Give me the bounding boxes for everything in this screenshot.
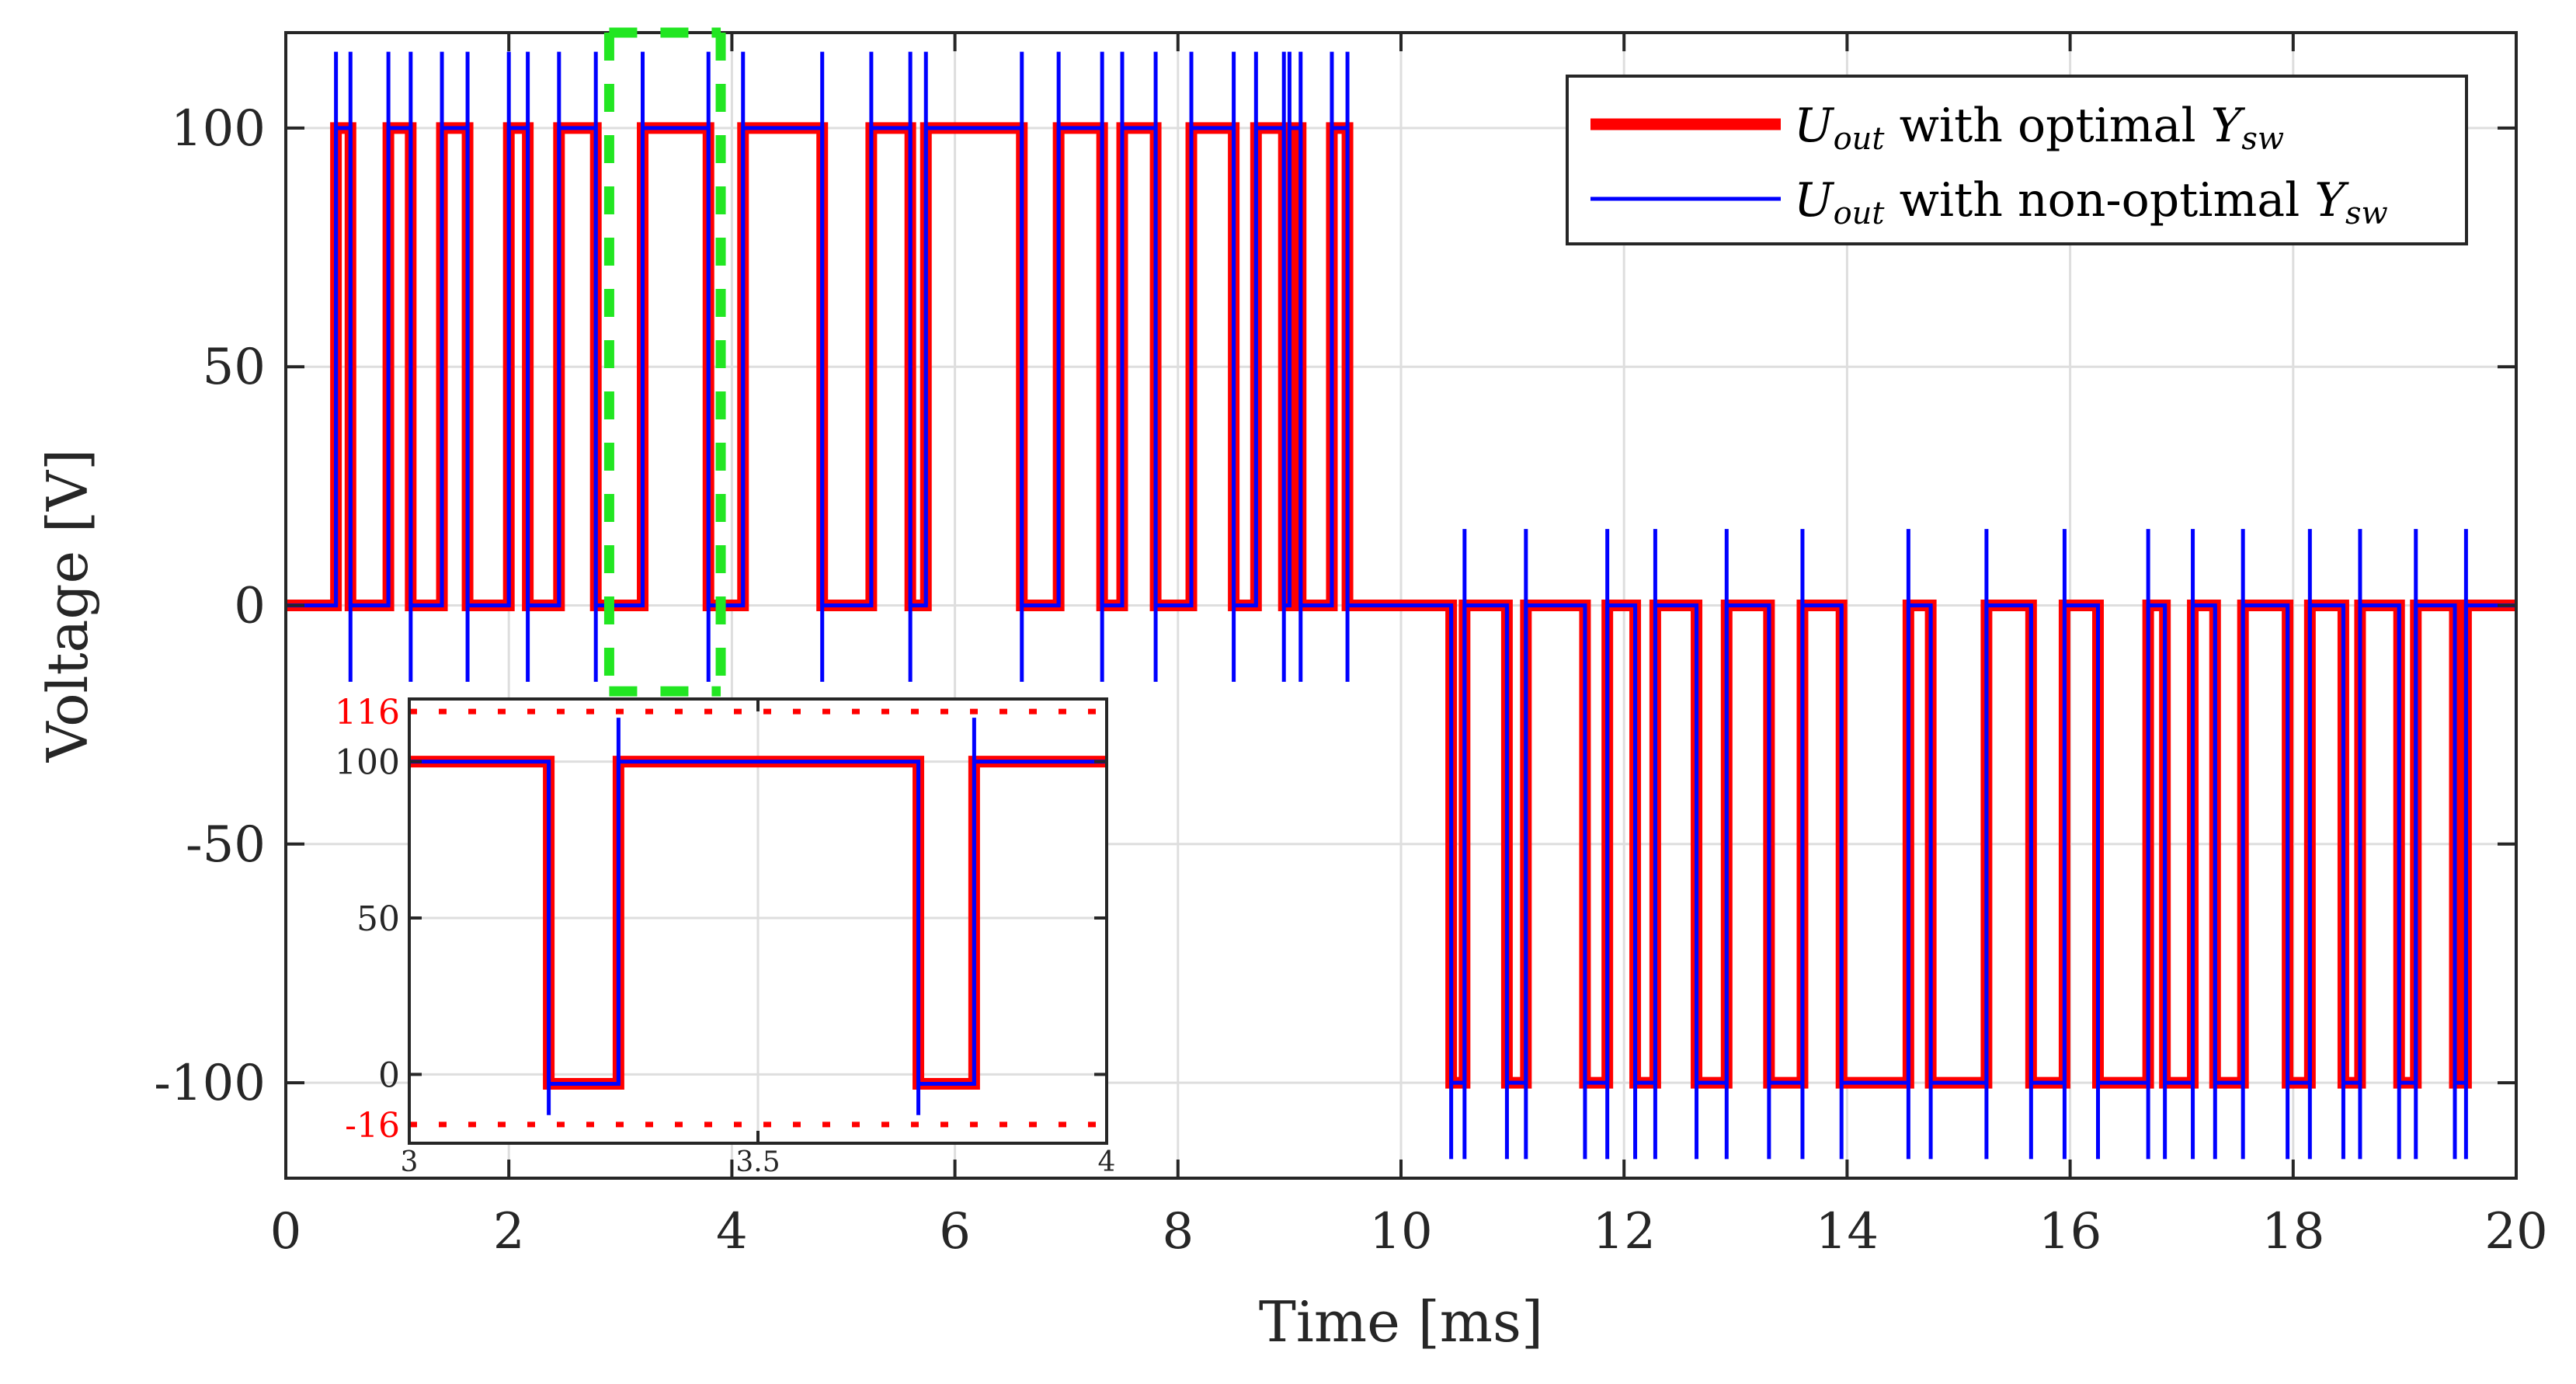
inset-x-tick-label: 4	[1098, 1146, 1116, 1178]
x-tick-label: 20	[2484, 1203, 2547, 1261]
x-tick-label: 18	[2261, 1203, 2324, 1261]
y-axis-label: Voltage [V]	[35, 449, 100, 763]
x-axis-label: Time [ms]	[1259, 1289, 1543, 1354]
legend-box	[1566, 75, 2468, 245]
y-tick-label: 0	[234, 578, 266, 635]
x-tick-label: 12	[1592, 1203, 1655, 1261]
inset-x-tick-label: 3.5	[735, 1146, 780, 1178]
inset-x-tick-label: 3	[401, 1146, 419, 1178]
main-axis-ticks: 0 2 4 6 8 10 12 14 16 18 20 -100 -50 0 50 100	[154, 33, 2548, 1261]
inset-chart: 116 -163 3.5 4 0 50 100	[335, 693, 1115, 1178]
inset-y-tick-label: 50	[356, 899, 400, 939]
y-tick-label: 50	[203, 339, 266, 396]
legend-label: Uout with optimal Ysw	[1794, 99, 2284, 157]
x-tick-label: 10	[1369, 1203, 1432, 1261]
x-tick-label: 8	[1162, 1203, 1194, 1261]
inset-y-tick-label: 100	[335, 743, 400, 783]
inset-ref-label: 116	[335, 693, 400, 732]
y-tick-label: -100	[154, 1055, 266, 1112]
legend-label: Uout with non-optimal Ysw	[1794, 173, 2388, 231]
x-tick-label: 14	[1816, 1203, 1879, 1261]
y-tick-label: 100	[171, 100, 266, 158]
x-tick-label: 2	[493, 1203, 525, 1261]
main-plot-lines	[286, 51, 2516, 1160]
legend: Uout with optimal Ysw Uout with non-optim…	[1566, 75, 2468, 245]
x-tick-label: 16	[2039, 1203, 2101, 1261]
y-tick-label: -50	[186, 816, 266, 874]
zoom-region-box	[603, 27, 726, 697]
x-tick-label: 4	[716, 1203, 748, 1261]
inset-y-tick-label: 0	[378, 1055, 400, 1095]
x-tick-label: 0	[270, 1203, 302, 1261]
inset-ref-label: -16	[345, 1106, 400, 1146]
x-tick-label: 6	[939, 1203, 971, 1261]
